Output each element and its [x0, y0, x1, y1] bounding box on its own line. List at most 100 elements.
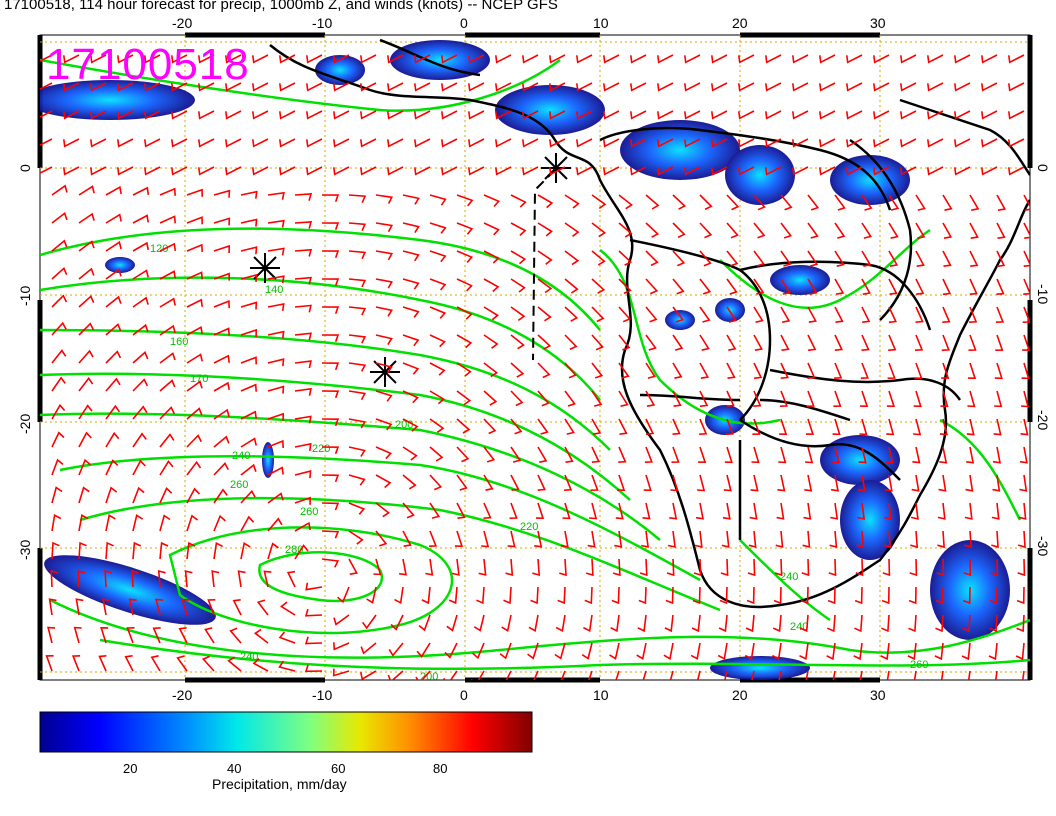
- wind-barb: [726, 278, 738, 295]
- wind-barb: [77, 569, 86, 588]
- wind-barb: [294, 521, 311, 532]
- wind-barb: [807, 250, 819, 267]
- wind-barb: [90, 166, 107, 176]
- wind-barb: [981, 82, 998, 92]
- wind-barb: [937, 502, 946, 520]
- wind-barb: [51, 403, 66, 420]
- wind-barb: [610, 614, 620, 633]
- wind-barb: [581, 642, 593, 660]
- wind-barb: [105, 541, 114, 560]
- wind-barb: [483, 222, 500, 236]
- wind-barb: [888, 334, 897, 351]
- wind-barb: [481, 530, 490, 548]
- wind-barb: [828, 558, 837, 577]
- wind-barb: [805, 670, 809, 680]
- wind-barb: [873, 54, 890, 64]
- wind-barb: [777, 474, 786, 492]
- wind-barb: [636, 642, 647, 660]
- wind-barb: [663, 642, 674, 660]
- forecast-stamp: 17100518: [46, 40, 250, 89]
- wind-barb: [366, 586, 377, 604]
- wind-barb: [240, 356, 257, 365]
- wind-barb: [240, 246, 258, 255]
- contour-label: 260: [300, 506, 318, 518]
- wind-barb: [591, 334, 604, 351]
- wind-barb: [819, 166, 836, 176]
- wind-barb: [537, 418, 549, 435]
- wind-barb: [63, 110, 80, 120]
- wind-barb: [414, 110, 431, 120]
- wind-barb: [429, 502, 441, 519]
- wind-barb: [993, 418, 1002, 436]
- wind-barb: [537, 306, 552, 322]
- wind-barb: [402, 334, 420, 347]
- wind-barb: [51, 184, 68, 196]
- wind-barb: [468, 166, 485, 176]
- wind-barb: [159, 460, 174, 476]
- wind-barb: [78, 458, 91, 476]
- lon-tick-top: 10: [593, 15, 609, 31]
- wind-barb: [954, 166, 971, 176]
- wind-barb: [699, 306, 711, 323]
- wind-barb: [213, 272, 230, 281]
- wind-barb: [429, 390, 446, 405]
- wind-barb: [186, 487, 200, 504]
- wind-barb: [967, 670, 971, 680]
- wind-barb: [692, 586, 701, 605]
- wind-barb: [117, 110, 134, 120]
- wind-barb: [913, 390, 922, 408]
- wind-barb: [963, 558, 972, 577]
- wind-barb: [321, 334, 340, 342]
- wind-barb: [240, 273, 258, 282]
- wind-barb: [1008, 166, 1025, 176]
- wind-barb: [807, 362, 816, 379]
- wind-barb: [618, 222, 633, 238]
- wind-barb: [483, 306, 499, 321]
- wind-barb: [1008, 138, 1025, 148]
- wind-barb: [618, 362, 630, 379]
- wind-barb: [915, 278, 925, 295]
- wind-barbs: [40, 54, 1030, 680]
- wind-barb: [483, 278, 500, 293]
- wind-barb: [927, 54, 944, 64]
- wind-barb: [694, 530, 703, 548]
- wind-barb: [446, 614, 458, 632]
- wind-barb: [564, 362, 577, 379]
- wind-barb: [560, 530, 569, 548]
- wind-barb: [773, 586, 782, 605]
- wind-barb: [900, 54, 917, 64]
- wind-barb: [71, 655, 81, 672]
- wind-barb: [132, 486, 145, 504]
- wind-barb: [171, 166, 188, 176]
- wind-barb: [966, 446, 975, 464]
- wind-barb: [348, 558, 358, 575]
- wind-barb: [961, 642, 971, 661]
- wind-barb: [738, 54, 755, 64]
- wind-barb: [645, 250, 659, 267]
- wind-barb: [942, 306, 951, 323]
- wind-barb: [618, 446, 627, 463]
- wind-barb: [105, 268, 122, 280]
- wind-barb: [429, 334, 446, 348]
- wind-barb: [576, 110, 593, 120]
- wind-barb: [657, 138, 674, 148]
- lat-tick-right: -30: [1035, 536, 1051, 556]
- wind-barb: [915, 194, 926, 211]
- wind-barb: [888, 194, 900, 211]
- wind-barb: [537, 194, 554, 209]
- wind-barb: [720, 558, 729, 577]
- wind-barb: [132, 432, 147, 448]
- wind-barb: [483, 418, 497, 435]
- contour-label: 260: [910, 659, 928, 671]
- wind-barb: [361, 614, 377, 630]
- wind-barb: [855, 558, 864, 577]
- wind-barb: [456, 418, 471, 434]
- wind-barb: [252, 166, 269, 176]
- wind-barb: [751, 446, 760, 464]
- wind-barb: [833, 390, 842, 407]
- wind-barb: [672, 362, 683, 379]
- wind-barb: [549, 138, 566, 148]
- lat-tick-left: -30: [17, 540, 33, 560]
- wind-barb: [159, 242, 177, 252]
- wind-barb: [294, 193, 313, 201]
